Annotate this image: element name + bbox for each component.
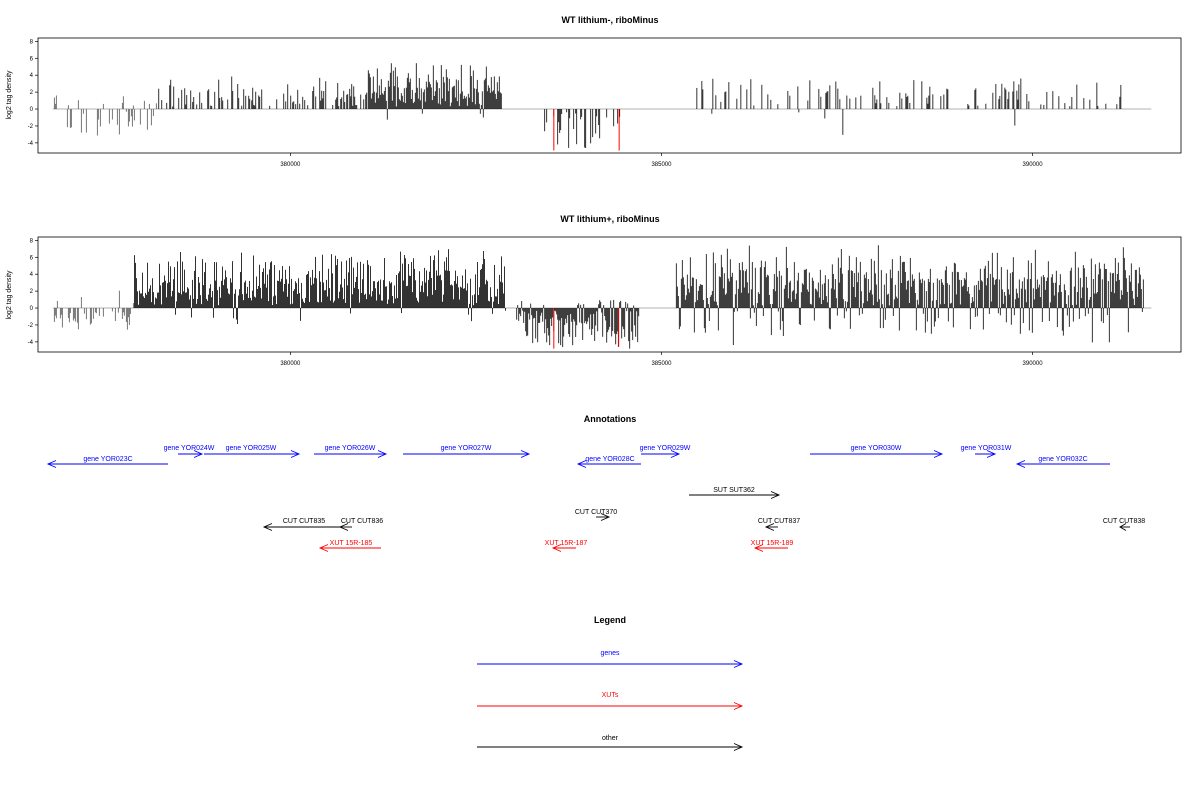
svg-text:gene YOR028C: gene YOR028C (585, 456, 634, 463)
svg-text:XUT 15R-189: XUT 15R-189 (751, 540, 794, 547)
feature-gene-yor031w: gene YOR031W (961, 445, 1012, 458)
y-tick-label: -2 (28, 323, 34, 329)
y-tick-label: -4 (28, 141, 34, 147)
y-tick-label: 4 (30, 73, 34, 79)
x-tick-label: 385000 (651, 162, 672, 168)
x-tick-label: 390000 (1023, 162, 1044, 168)
feature-cut370: CUT CUT370 (575, 509, 617, 521)
plot-frame (37, 37, 1182, 154)
feature-xut-15r-187: XUT 15R-187 (545, 540, 588, 552)
feature-gene-yor023c: gene YOR023C (46, 456, 168, 468)
svg-text:other: other (602, 735, 619, 742)
y-tick-label: 4 (30, 272, 34, 278)
feature-gene-yor027w: gene YOR027W (403, 445, 531, 458)
x-tick-label: 390000 (1023, 361, 1044, 367)
feature-gene-yor024w: gene YOR024W (164, 445, 215, 458)
svg-text:CUT CUT835: CUT CUT835 (283, 518, 325, 525)
y-tick-label: 0 (30, 107, 34, 113)
svg-text:gene YOR024W: gene YOR024W (164, 445, 215, 452)
annotations-panel: Annotations gene YOR023C gene YOR024W ge… (46, 414, 1145, 552)
signal-bars (52, 245, 1152, 349)
y-tick-label: 8 (30, 39, 34, 45)
svg-text:gene YOR032C: gene YOR032C (1038, 456, 1087, 463)
y-tick-label: 6 (30, 255, 34, 261)
track-panel-lithium-minus: WT lithium-, riboMinus log2 tag density … (6, 15, 1182, 168)
svg-text:gene YOR026W: gene YOR026W (325, 445, 376, 452)
feature-gene-yor029w: gene YOR029W (640, 445, 691, 458)
svg-text:gene YOR027W: gene YOR027W (441, 445, 492, 452)
x-tick-label: 380000 (280, 162, 301, 168)
svg-text:CUT CUT837: CUT CUT837 (758, 518, 800, 525)
feature-xut-15r-189: XUT 15R-189 (751, 540, 794, 552)
x-tick-label: 380000 (280, 361, 301, 367)
svg-text:XUT 15R-185: XUT 15R-185 (330, 540, 373, 547)
feature-gene-yor026w: gene YOR026W (314, 445, 388, 458)
svg-text:CUT CUT370: CUT CUT370 (575, 509, 617, 516)
legend-title: Legend (594, 615, 626, 625)
plot-frame (37, 236, 1182, 353)
y-axis-label: log2 tag density (6, 270, 13, 320)
y-tick-label: -2 (28, 124, 34, 130)
feature-gene-yor030w: gene YOR030W (810, 445, 944, 458)
svg-text:genes: genes (600, 650, 620, 657)
y-axis-label: log2 tag density (6, 70, 13, 120)
feature-gene-yor028c: gene YOR028C (576, 456, 641, 468)
track-panel-lithium-plus: WT lithium+, riboMinus log2 tag density … (6, 214, 1182, 367)
panel-title: WT lithium-, riboMinus (562, 15, 659, 25)
annotations-title: Annotations (584, 414, 637, 424)
signal-bars (52, 63, 1152, 151)
feature-cut835: CUT CUT835 (262, 518, 340, 531)
legend-item-other: other (477, 735, 744, 751)
y-tick-label: 2 (30, 90, 34, 96)
feature-gene-yor025w: gene YOR025W (204, 445, 301, 458)
y-tick-label: -4 (28, 340, 34, 346)
legend-item-genes: genes (477, 650, 744, 668)
y-tick-label: 2 (30, 289, 34, 295)
feature-gene-yor032c: gene YOR032C (1015, 456, 1110, 468)
svg-text:SUT SUT362: SUT SUT362 (713, 487, 755, 494)
svg-text:gene YOR023C: gene YOR023C (83, 456, 132, 463)
svg-text:gene YOR025W: gene YOR025W (226, 445, 277, 452)
y-tick-label: 8 (30, 238, 34, 244)
svg-text:gene YOR029W: gene YOR029W (640, 445, 691, 452)
feature-sut362: SUT SUT362 (689, 487, 781, 499)
svg-text:CUT CUT836: CUT CUT836 (341, 518, 383, 525)
legend-item-xuts: XUTs (477, 692, 744, 710)
svg-text:gene YOR030W: gene YOR030W (851, 445, 902, 452)
panel-title: WT lithium+, riboMinus (560, 214, 659, 224)
y-tick-label: 0 (30, 306, 34, 312)
y-tick-label: 6 (30, 56, 34, 62)
svg-text:CUT CUT838: CUT CUT838 (1103, 518, 1145, 525)
legend-panel: Legend genes XUTs other (477, 615, 744, 751)
x-tick-label: 385000 (651, 361, 672, 367)
feature-cut838: CUT CUT838 (1103, 518, 1145, 531)
svg-text:XUTs: XUTs (602, 692, 619, 699)
feature-cut837: CUT CUT837 (758, 518, 800, 531)
feature-cut836: CUT CUT836 (338, 518, 383, 531)
feature-xut-15r-185: XUT 15R-185 (318, 540, 381, 552)
svg-text:gene YOR031W: gene YOR031W (961, 445, 1012, 452)
svg-text:XUT 15R-187: XUT 15R-187 (545, 540, 588, 547)
